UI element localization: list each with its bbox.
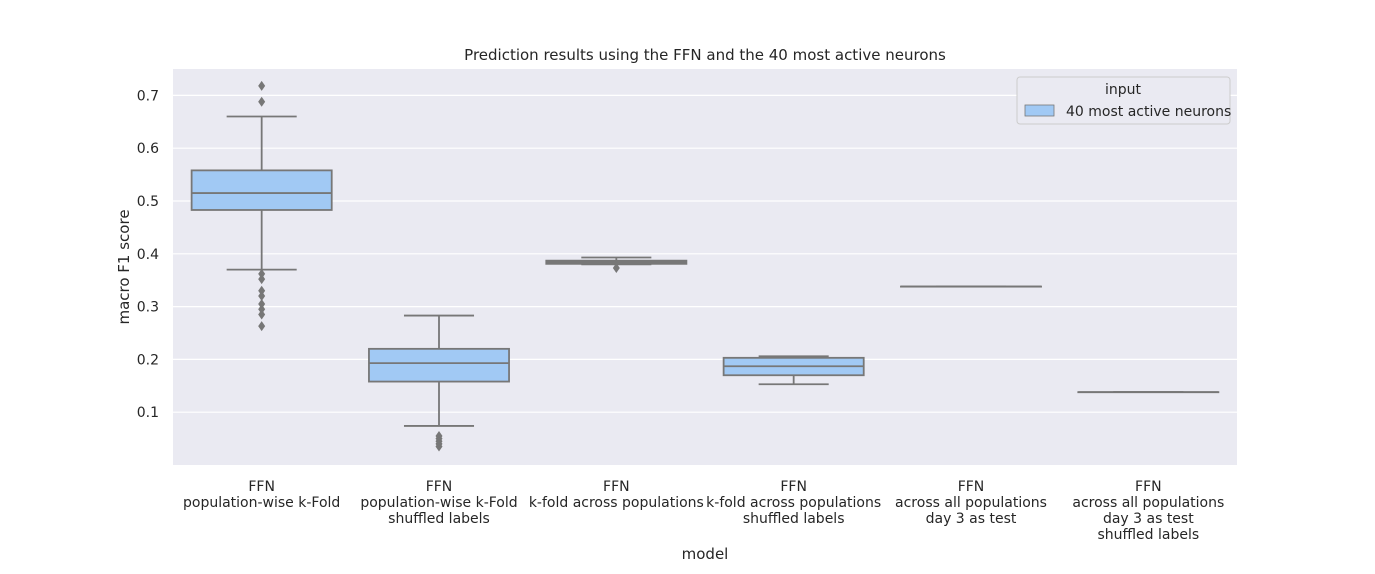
y-tick-label: 0.3 [137,300,159,316]
x-tick-label-line: shuffled labels [1097,527,1199,543]
box-iqr [192,170,332,210]
box-iqr [369,349,509,382]
x-tick-label-line: population-wise k-Fold [183,495,340,511]
y-tick-label: 0.4 [137,247,159,263]
x-tick-label-line: FFN [1135,479,1162,495]
legend-swatch [1025,105,1054,116]
x-tick-label-line: k-fold across populations [529,495,704,511]
x-tick-label-line: FFN [780,479,807,495]
x-tick-label-line: across all populations [895,495,1047,511]
legend: input 40 most active neurons [1017,77,1231,124]
x-tick-label-line: across all populations [1072,495,1224,511]
x-tick-label-line: FFN [603,479,630,495]
x-tick-label-line: FFN [248,479,275,495]
legend-entry-label: 40 most active neurons [1066,104,1231,120]
chart-title: Prediction results using the FFN and the… [464,46,946,64]
y-tick-label: 0.7 [137,88,159,104]
y-tick-label: 0.6 [137,141,159,157]
y-axis-label: macro F1 score [115,209,133,324]
legend-title: input [1105,82,1142,98]
y-tick-label: 0.5 [137,194,159,210]
x-tick-label-line: day 3 as test [926,511,1017,527]
plot-area-background [173,69,1237,465]
y-tick-labels: 0.1 0.2 0.3 0.4 0.5 0.6 0.7 [137,88,159,421]
x-tick-label-line: shuffled labels [388,511,490,527]
x-axis-label: model [682,545,729,563]
y-tick-label: 0.1 [137,405,159,421]
x-tick-label-line: day 3 as test [1103,511,1194,527]
x-tick-label-line: FFN [958,479,985,495]
y-tick-label: 0.2 [137,352,159,368]
x-tick-label-line: FFN [426,479,453,495]
x-tick-label-line: k-fold across populations [706,495,881,511]
x-tick-label-line: shuffled labels [743,511,845,527]
x-tick-label-line: population-wise k-Fold [360,495,517,511]
